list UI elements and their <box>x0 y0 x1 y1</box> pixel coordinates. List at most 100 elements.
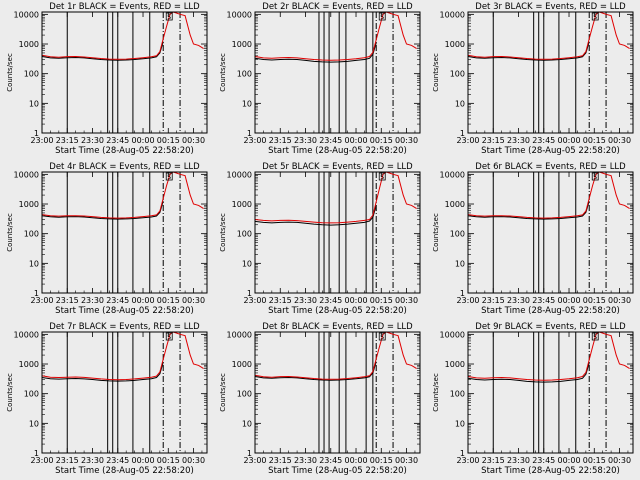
x-tick-label: 23:00 <box>243 296 266 305</box>
x-axis-label: Start Time (28-Aug-05 22:58:20) <box>268 306 407 316</box>
lld-series-line <box>468 332 630 381</box>
flag-label: S <box>167 14 171 21</box>
x-axis-label: Start Time (28-Aug-05 22:58:20) <box>268 146 407 156</box>
y-axis-label: Counts/sec <box>6 373 14 412</box>
x-tick-label: 00:15 <box>370 296 393 305</box>
events-series-line <box>42 41 164 61</box>
plot-frame <box>467 11 634 134</box>
detector-chart: 1 10 100 1000 10000 23:00 23:15 23:30 23:45 00:00… <box>432 2 634 156</box>
flag-label: S <box>167 174 171 181</box>
plot-frame <box>467 331 634 454</box>
x-tick-label: 23:45 <box>532 456 555 465</box>
x-axis-label: Start Time (28-Aug-05 22:58:20) <box>55 146 194 156</box>
x-tick-label: 00:00 <box>557 296 580 305</box>
plot-frame <box>41 11 208 134</box>
y-tick-label: 10000 <box>227 10 252 19</box>
plot-area <box>42 332 204 453</box>
detector-panel: 1 10 100 1000 10000 23:00 23:15 23:30 23:45 00:00… <box>213 160 426 320</box>
x-tick-label: 00:15 <box>583 456 606 465</box>
x-tick-label: 23:30 <box>294 456 317 465</box>
y-tick-label: 100 <box>450 390 465 399</box>
lld-series-line <box>42 172 204 219</box>
y-tick-label: 10 <box>242 99 252 108</box>
x-tick-label: 23:00 <box>456 136 479 145</box>
lld-series-line <box>255 172 417 224</box>
x-tick-label: 00:15 <box>157 296 180 305</box>
y-tick-label: 100 <box>450 230 465 239</box>
plot-frame <box>254 171 421 294</box>
x-tick-label: 23:45 <box>106 296 129 305</box>
detector-chart: 1 10 100 1000 10000 23:00 23:15 23:30 23:45 00:00… <box>219 162 421 316</box>
x-tick-label: 00:30 <box>182 456 205 465</box>
x-tick-label: 00:30 <box>182 296 205 305</box>
y-axis-label: Counts/sec <box>219 53 227 92</box>
detector-panel: 1 10 100 1000 10000 23:00 23:15 23:30 23:45 00:00… <box>0 160 213 320</box>
detector-chart: 1 10 100 1000 10000 23:00 23:15 23:30 23:45 00:00… <box>219 2 421 156</box>
x-tick-label: 23:15 <box>482 136 505 145</box>
detector-panel: 1 10 100 1000 10000 23:00 23:15 23:30 23:45 00:00… <box>426 320 639 480</box>
y-tick-label: 10000 <box>227 330 252 339</box>
detector-chart: 1 10 100 1000 10000 23:00 23:15 23:30 23:45 00:00… <box>6 162 208 316</box>
plot-area <box>255 12 417 133</box>
x-tick-label: 23:30 <box>294 136 317 145</box>
x-tick-label: 23:45 <box>532 296 555 305</box>
plot-frame <box>467 171 634 294</box>
y-tick-label: 10000 <box>14 330 39 339</box>
flag-label: S <box>380 14 384 21</box>
events-series-line <box>42 362 164 382</box>
flag-box <box>591 332 599 341</box>
flag-label: S <box>593 174 597 181</box>
y-tick-label: 1000 <box>445 40 465 49</box>
x-tick-label: 23:30 <box>294 296 317 305</box>
x-tick-label: 23:00 <box>30 136 53 145</box>
x-axis-label: Start Time (28-Aug-05 22:58:20) <box>481 306 620 316</box>
y-tick-label: 1 <box>247 129 252 138</box>
plot-frame <box>254 331 421 454</box>
flag-box <box>378 12 386 21</box>
x-tick-label: 23:45 <box>319 136 342 145</box>
y-tick-label: 10 <box>455 419 465 428</box>
plot-frame <box>254 11 421 134</box>
x-tick-label: 23:15 <box>482 456 505 465</box>
x-tick-label: 00:15 <box>583 296 606 305</box>
y-tick-label: 100 <box>237 230 252 239</box>
y-tick-label: 1000 <box>232 200 252 209</box>
y-tick-label: 10000 <box>440 10 465 19</box>
x-tick-label: 00:00 <box>344 456 367 465</box>
x-tick-label: 23:00 <box>456 456 479 465</box>
x-tick-label: 23:00 <box>30 456 53 465</box>
y-tick-label: 10000 <box>227 170 252 179</box>
x-axis-label: Start Time (28-Aug-05 22:58:20) <box>481 146 620 156</box>
detector-chart: 1 10 100 1000 10000 23:00 23:15 23:30 23:45 00:00… <box>6 322 208 476</box>
y-tick-label: 100 <box>237 70 252 79</box>
y-tick-label: 10000 <box>440 330 465 339</box>
plot-area <box>468 332 630 453</box>
flag-box <box>378 172 386 181</box>
plot-area <box>255 172 417 293</box>
panel-title: Det 1r BLACK = Events, RED = LLD <box>49 2 200 12</box>
x-tick-label: 00:15 <box>370 136 393 145</box>
y-tick-label: 1000 <box>19 360 39 369</box>
x-axis-label: Start Time (28-Aug-05 22:58:20) <box>268 466 407 476</box>
events-series-line <box>468 200 590 220</box>
y-tick-label: 1 <box>460 129 465 138</box>
events-series-line <box>42 200 164 220</box>
events-series-line <box>255 361 377 381</box>
detector-chart: 1 10 100 1000 10000 23:00 23:15 23:30 23:45 00:00… <box>6 2 208 156</box>
y-tick-label: 100 <box>24 230 39 239</box>
y-tick-label: 1000 <box>19 200 39 209</box>
panel-title: Det 2r BLACK = Events, RED = LLD <box>262 2 413 12</box>
flag-label: S <box>593 14 597 21</box>
y-axis-label: Counts/sec <box>6 53 14 92</box>
flag-box <box>165 12 173 21</box>
y-tick-label: 1 <box>34 129 39 138</box>
lld-series-line <box>255 332 417 380</box>
y-axis-label: Counts/sec <box>6 213 14 252</box>
y-tick-label: 1 <box>34 289 39 298</box>
x-tick-label: 00:00 <box>344 136 367 145</box>
x-tick-label: 23:15 <box>269 136 292 145</box>
x-tick-label: 00:00 <box>557 136 580 145</box>
x-tick-label: 00:30 <box>608 456 631 465</box>
x-tick-label: 23:00 <box>243 136 266 145</box>
